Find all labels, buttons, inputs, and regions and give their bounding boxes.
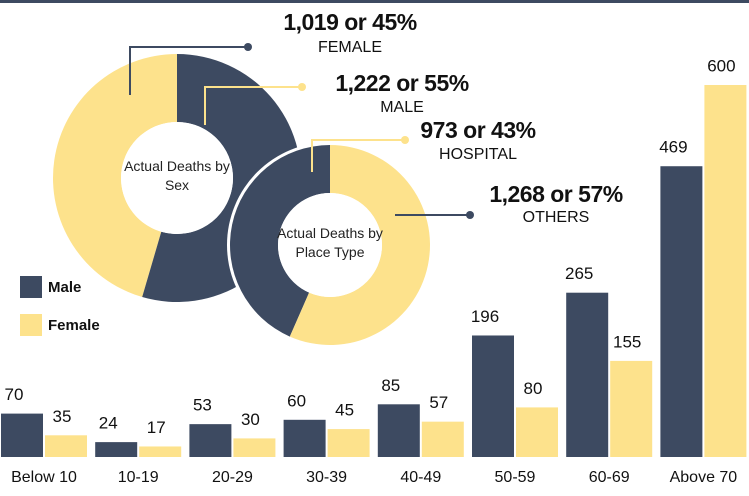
value-label: 80 xyxy=(524,379,543,398)
callout-line xyxy=(311,139,405,172)
x-tick-label: 20-29 xyxy=(212,469,253,486)
value-label: 35 xyxy=(53,407,72,426)
bar xyxy=(516,407,558,457)
x-tick-label: 50-59 xyxy=(495,469,536,486)
top-rule xyxy=(0,0,749,3)
callout-line xyxy=(204,86,302,125)
bar xyxy=(139,446,182,457)
value-label: 85 xyxy=(381,376,400,395)
value-label: 53 xyxy=(193,396,212,415)
bar xyxy=(566,292,609,457)
donut-title: Actual Deaths by Sex xyxy=(124,158,230,193)
x-tick-label: Above 70 xyxy=(670,469,738,486)
value-label: 45 xyxy=(335,401,354,420)
bar xyxy=(610,360,653,457)
bar xyxy=(327,429,370,457)
callout-dot xyxy=(244,43,252,51)
value-label: 600 xyxy=(707,56,735,75)
slice-label: OTHERS xyxy=(523,209,590,226)
x-tick-label: 10-19 xyxy=(118,469,159,486)
donut-slice xyxy=(52,54,177,298)
slice-value-label: 1,019 or 45% xyxy=(283,9,416,35)
value-label: 196 xyxy=(471,307,499,326)
slice-label: MALE xyxy=(380,99,424,116)
bar xyxy=(95,442,138,457)
legend-label: Female xyxy=(48,317,100,334)
callout-dot xyxy=(466,211,474,219)
x-tick-label: 40-49 xyxy=(400,469,441,486)
bar xyxy=(45,435,87,457)
value-label: 57 xyxy=(429,393,448,412)
x-tick-label: 30-39 xyxy=(306,469,347,486)
slice-label: FEMALE xyxy=(318,39,382,56)
bar xyxy=(283,419,326,457)
bar xyxy=(472,335,514,457)
slice-value-label: 1,222 or 55% xyxy=(335,70,468,96)
bar xyxy=(377,404,420,457)
donut-hole xyxy=(278,193,382,297)
donut-slice xyxy=(289,145,431,345)
value-label: 155 xyxy=(613,332,641,351)
x-tick-label: Below 10 xyxy=(11,469,77,486)
callout-line xyxy=(129,46,248,95)
bar xyxy=(1,413,43,457)
bar xyxy=(704,85,747,457)
callout-dot xyxy=(298,83,306,91)
donut-hole xyxy=(121,122,233,234)
legend-label: Male xyxy=(48,279,81,296)
donut-title: Actual Deaths by Place Type xyxy=(277,225,383,260)
slice-label: HOSPITAL xyxy=(439,146,517,163)
value-label: 265 xyxy=(565,264,593,283)
bar xyxy=(421,421,464,457)
value-label: 17 xyxy=(147,418,166,437)
value-label: 60 xyxy=(287,391,306,410)
callout-dot xyxy=(401,136,409,144)
bar xyxy=(189,424,232,457)
x-tick-label: 60-69 xyxy=(589,469,630,486)
value-label: 30 xyxy=(241,410,260,429)
bar xyxy=(233,438,276,457)
bar xyxy=(660,166,703,457)
value-label: 24 xyxy=(99,414,118,433)
value-label: 70 xyxy=(5,385,24,404)
legend-swatch xyxy=(20,276,42,298)
value-label: 469 xyxy=(659,138,687,157)
donut-slice xyxy=(230,145,330,337)
slice-value-label: 1,268 or 57% xyxy=(489,181,622,207)
legend-swatch xyxy=(20,314,42,336)
slice-value-label: 973 or 43% xyxy=(420,117,535,143)
